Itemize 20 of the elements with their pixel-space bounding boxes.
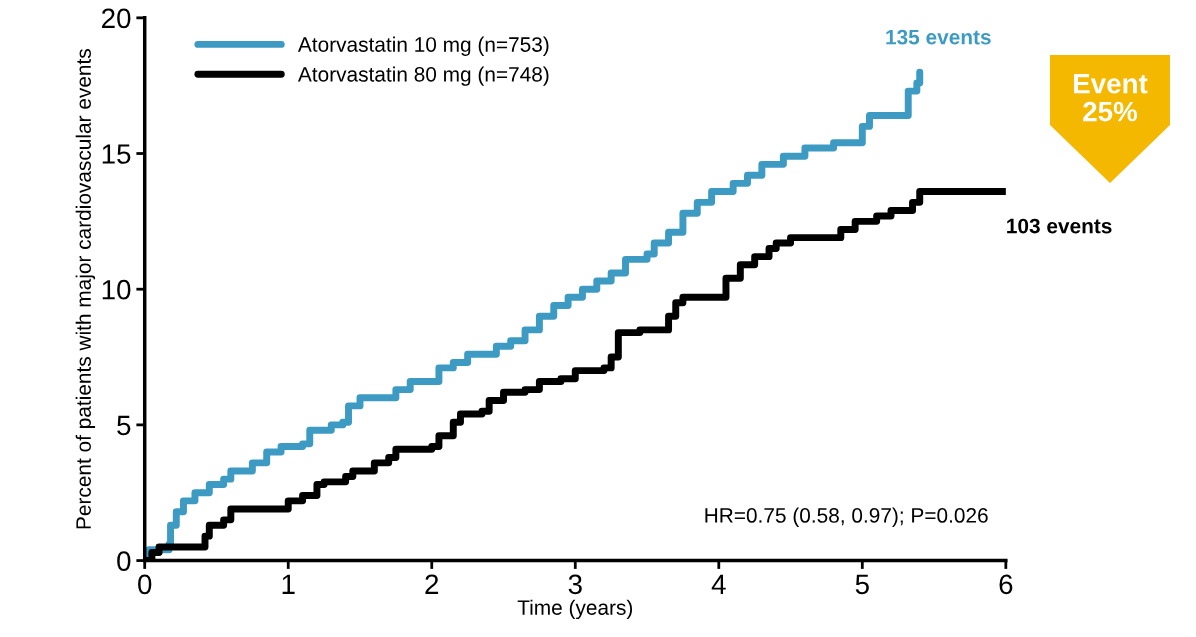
text: Event 25% [1074,74,1148,122]
annotation: 103 events [1007,218,1112,234]
x-axis-title: Time (years) [517,599,633,620]
y-tick-label: 0 [117,551,131,571]
x-tick-label: 1 [282,574,295,594]
y-tick-label: 10 [102,279,131,300]
x-tick-label: 3 [568,574,582,595]
y-axis-title: Percent of patients with major cardiovascular events [75,49,96,529]
x-tick-label: 0 [138,574,152,595]
x-tick-label: 5 [855,574,869,595]
x-tick-label: 4 [711,574,726,594]
y-tick-label: 20 [102,8,131,29]
y-tick-label: 5 [117,415,131,436]
y-tick-label: 15 [102,144,131,164]
x-tick-label: 6 [999,574,1013,595]
legend-label: Atorvastatin 80 mg (n=748) [297,66,549,86]
x-tick-label: 2 [425,574,439,594]
annotation: 135 events [886,29,991,45]
annotation: HR=0.75 (0.58, 0.97); P=0.026 [705,507,988,527]
legend-label: Atorvastatin 10 mg (n=753) [297,36,549,57]
